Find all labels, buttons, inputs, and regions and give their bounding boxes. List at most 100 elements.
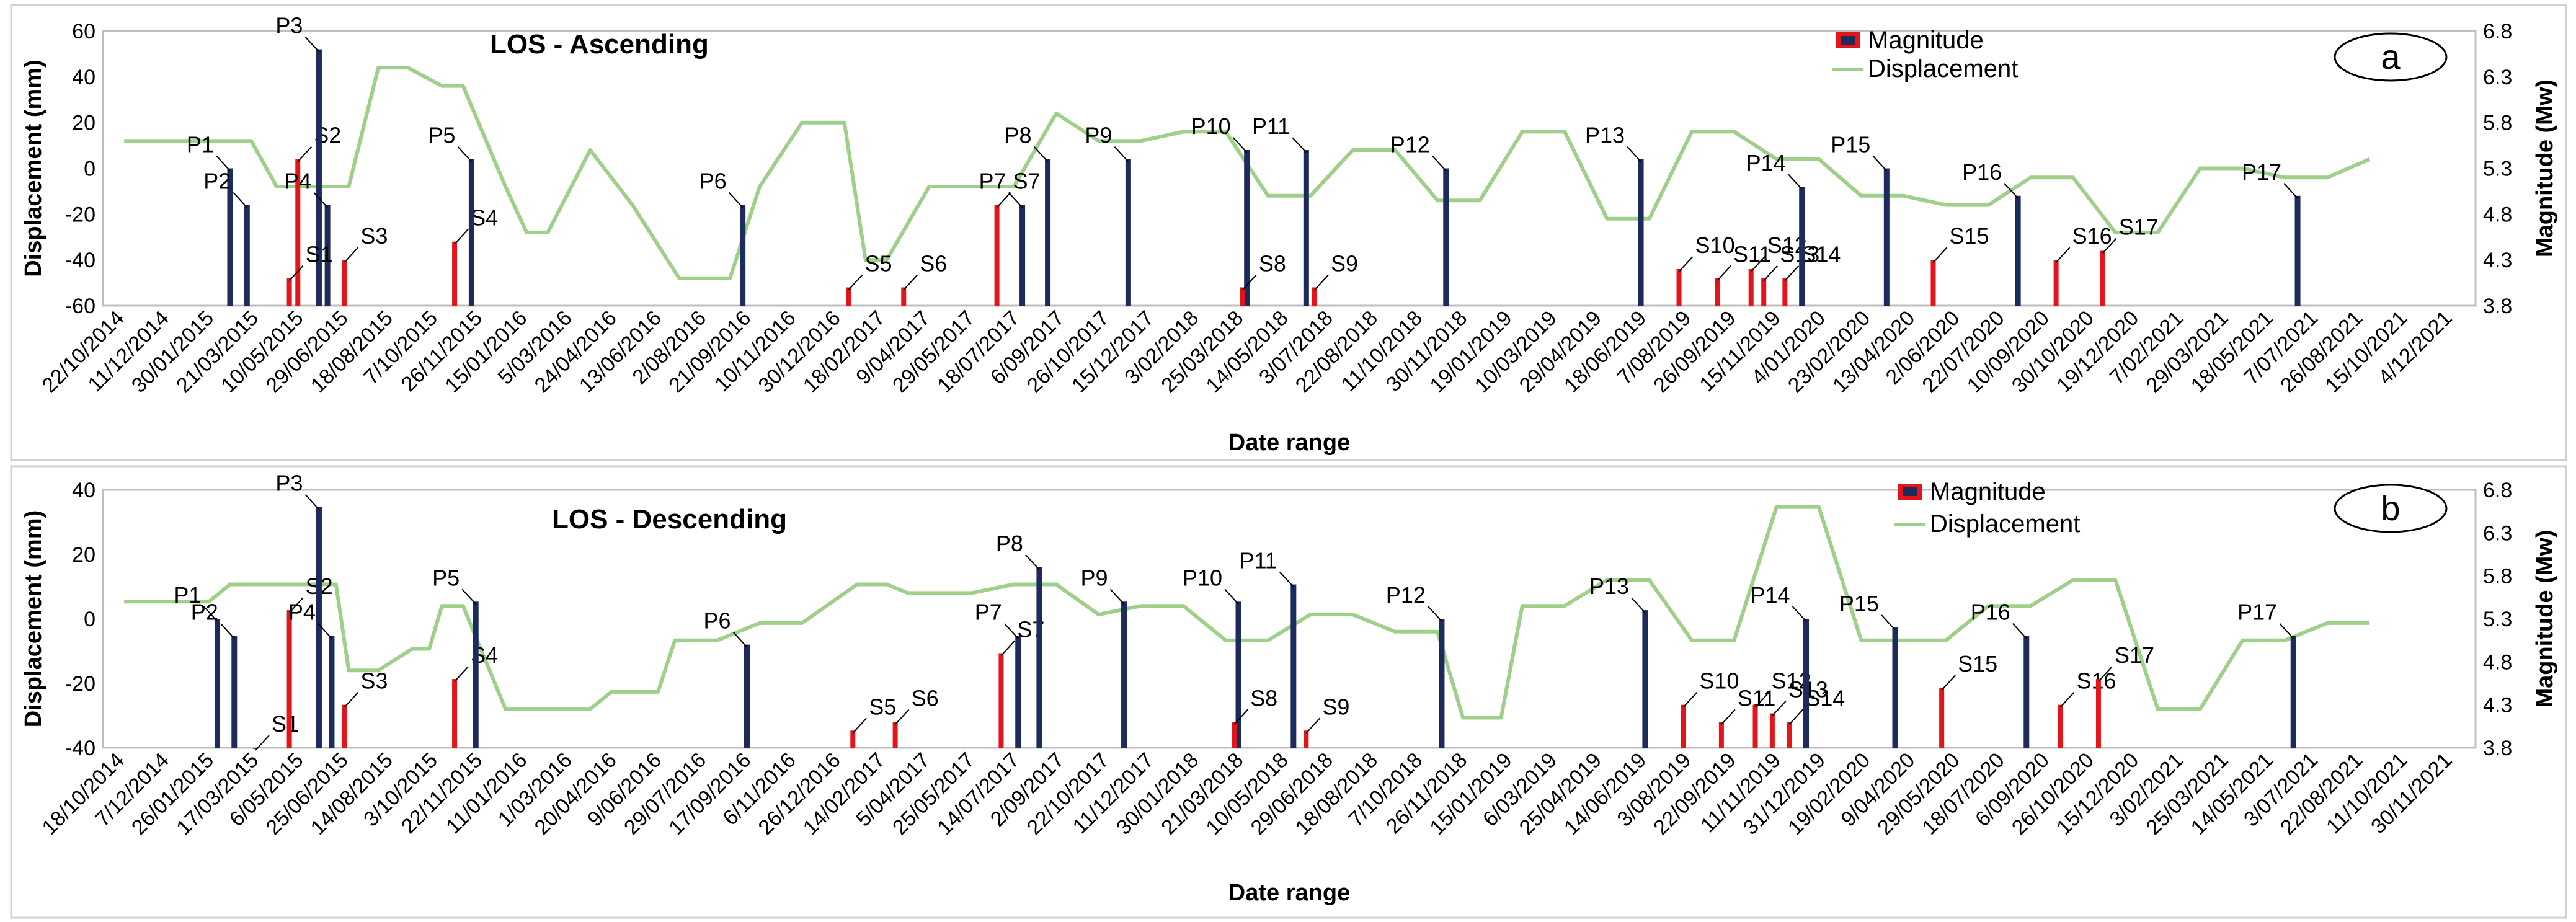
y-right-tick-label: 4.8 [2483,203,2512,226]
p-wave-magnitude-bar [1439,619,1445,748]
y-left-tick-label: 0 [84,157,95,181]
event-leader-line [1008,192,1023,208]
y-right-tick-label: 5.8 [2483,112,2512,135]
event-label: S9 [1331,250,1358,276]
event-leader-line [203,606,218,622]
p-wave-magnitude-bar [2290,636,2296,748]
event-leader-line [288,597,304,613]
event-label: S15 [1949,223,1989,249]
y-left-axis-title: Displacement (mm) [20,60,47,277]
event-leader-line [1314,274,1329,291]
event-label: P4 [284,169,311,194]
s-wave-magnitude-bar [295,159,301,306]
y-left-tick-label: 20 [72,543,95,567]
p-wave-magnitude-bar [1125,159,1131,306]
p-wave-magnitude-bar [468,159,474,306]
p-wave-magnitude-bar [1015,636,1021,748]
p-wave-magnitude-bar [1443,168,1449,306]
p-wave-magnitude-bar [1303,149,1309,306]
p-wave-magnitude-bar [1892,627,1898,748]
event-label: S1 [272,711,299,737]
event-leader-line [1000,640,1016,657]
event-label: P6 [703,608,731,634]
s-wave-magnitude-bar [286,278,292,306]
event-leader-line [1025,554,1040,570]
y-right-tick-label: 4.3 [2483,694,2512,717]
event-leader-line [1772,700,1787,717]
p-wave-magnitude-bar [1235,601,1241,748]
panel-a-border [10,4,2567,461]
s-wave-magnitude-bar [1681,704,1686,748]
event-label: S15 [1958,651,1997,676]
p-wave-magnitude-bar [316,49,322,306]
event-leader-line [1682,691,1698,708]
event-label: S4 [471,205,498,231]
p-wave-magnitude-bar [1019,205,1026,306]
event-label: S14 [1805,685,1845,711]
event-leader-line [1792,606,1807,622]
event-label: P5 [428,123,455,148]
s-wave-magnitude-bar [901,287,907,306]
y-left-tick-label: -40 [65,249,95,272]
event-leader-line [457,146,473,162]
event-label: P3 [275,471,303,496]
p-wave-magnitude-bar [2015,195,2021,306]
panel-letter: b [2381,489,2400,528]
event-label: S7 [1013,169,1041,194]
legend-magnitude-label: Magnitude [1930,478,2046,505]
event-leader-line [732,631,748,648]
y-left-tick-label: 40 [72,479,95,502]
p-wave-magnitude-bar [1638,159,1644,306]
event-label: S16 [2072,223,2112,249]
p-wave-magnitude-bar [214,619,220,748]
p-wave-magnitude-bar [244,205,250,306]
event-label: S3 [360,668,388,694]
event-label: P10 [1191,113,1231,139]
y-right-tick-label: 5.3 [2483,157,2512,181]
panel-b-border [10,465,2567,919]
event-label: S6 [920,250,947,276]
panel-letter: a [2381,37,2401,76]
s-wave-magnitude-bar [1782,278,1788,306]
event-leader-line [1754,691,1770,708]
legend-magnitude-swatch [1903,487,1917,496]
y-right-tick-label: 5.8 [2483,565,2512,588]
s-wave-magnitude-bar [994,205,1000,306]
event-label: S8 [1259,250,1286,276]
y-right-tick-label: 6.3 [2483,66,2512,89]
event-label: S1 [306,242,333,267]
event-leader-line [255,735,270,751]
event-label: P6 [700,169,727,194]
event-label: P17 [2242,159,2281,185]
s-wave-magnitude-bar [452,679,458,748]
event-leader-line [1717,265,1731,281]
y-right-tick-label: 6.3 [2483,521,2512,545]
event-leader-line [1872,155,1888,172]
s-wave-magnitude-bar [342,704,347,748]
s-wave-magnitude-bar [998,653,1004,748]
event-label: S10 [1699,668,1739,694]
event-leader-line [2004,183,2019,199]
p-wave-magnitude-bar [2023,636,2030,748]
panel-a: -60 -40 -20 0 20 40 60 3.8 4.3 4.8 5.3 5.8 6.3 6.8 Dis… [20,13,2558,456]
event-label: P7 [975,600,1002,625]
event-label: P2 [191,600,218,625]
p-wave-magnitude-bar [473,601,479,748]
panel-b: -40 -20 0 20 40 3.8 4.3 4.8 5.3 5.8 6.3 6.8 Displace… [20,471,2558,906]
s-wave-magnitude-bar [850,730,856,748]
s-wave-magnitude-bar [2053,260,2059,306]
event-label: P12 [1390,132,1430,157]
event-leader-line [304,36,320,53]
y-right-tick-label: 3.8 [2483,737,2512,760]
event-label: P11 [1239,548,1277,574]
s-wave-magnitude-bar [1769,713,1775,748]
p-wave-magnitude-bar [1244,149,1250,306]
chart-title: LOS - Descending [552,504,787,534]
event-label: P4 [288,600,316,625]
event-label: P15 [1831,132,1870,157]
panel-letter-badge [2334,32,2448,82]
event-label: P14 [1750,582,1790,608]
y-left-tick-label: 60 [72,20,95,43]
plot-area [102,489,2477,749]
y-left-tick-label: -20 [65,203,95,226]
